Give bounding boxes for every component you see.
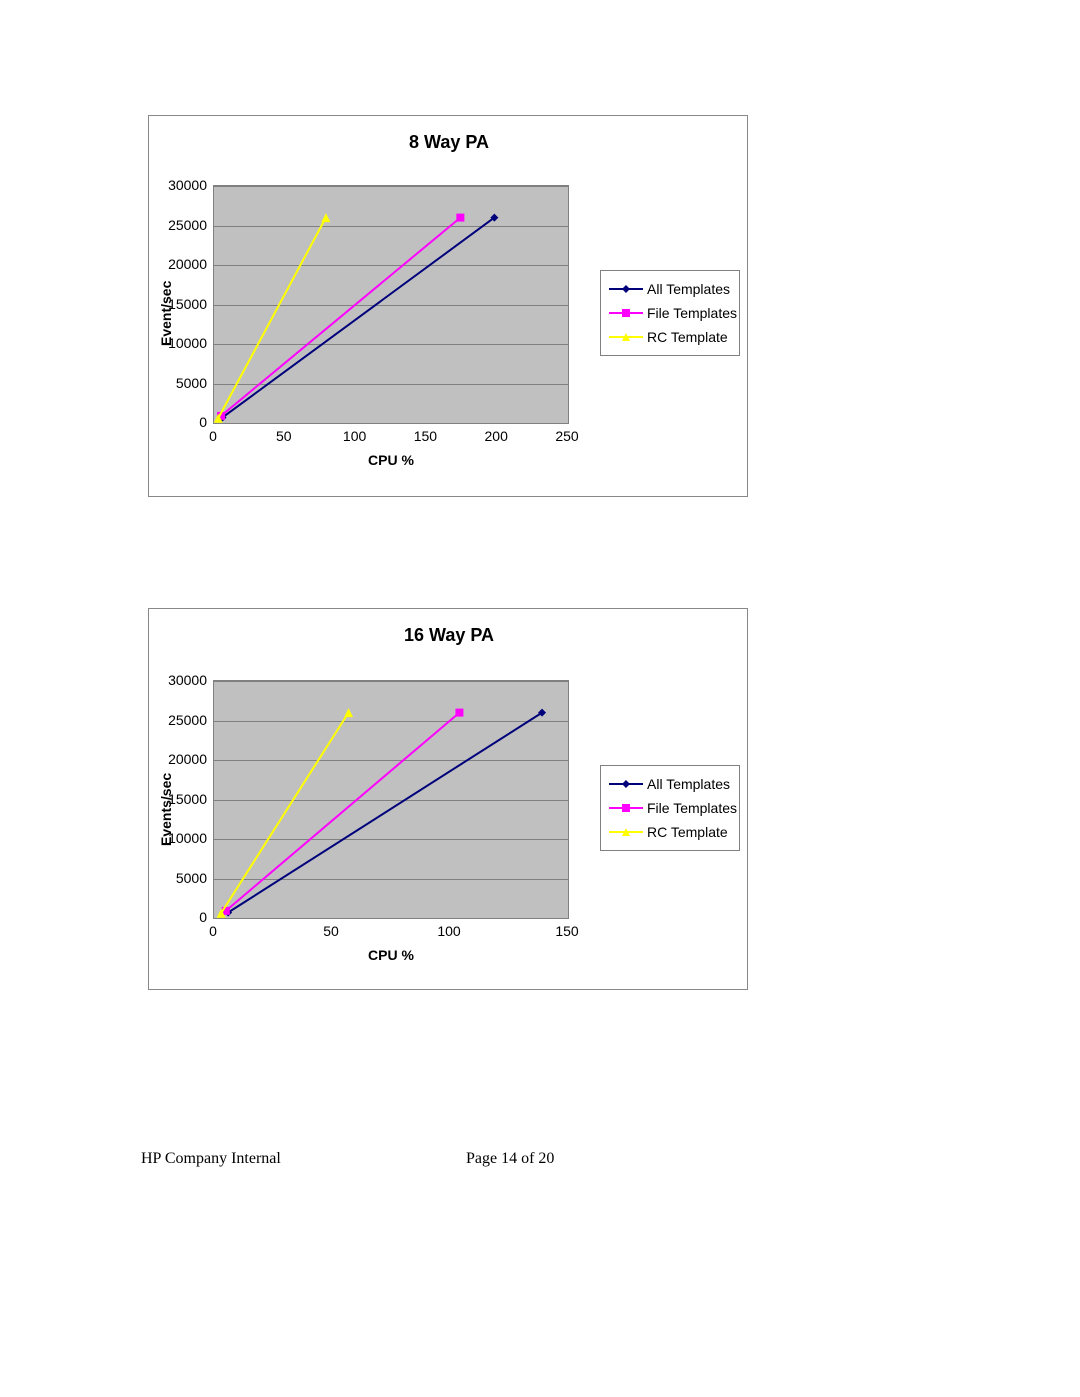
y-tick-label: 30000 — [168, 177, 207, 193]
x-axis-title: CPU % — [213, 947, 569, 963]
legend-label: File Templates — [647, 800, 737, 816]
x-tick-label: 250 — [547, 428, 587, 444]
footer-center: Page 14 of 20 — [466, 1150, 554, 1168]
legend-label: All Templates — [647, 776, 730, 792]
legend-swatch — [609, 305, 643, 321]
legend-item: All Templates — [609, 277, 731, 301]
plot-area-16-way — [213, 680, 569, 919]
legend-label: RC Template — [647, 329, 728, 345]
plot-area-8-way — [213, 185, 569, 424]
chart-series — [214, 681, 568, 918]
legend-16-way: All Templates File Templates RC Template — [600, 765, 740, 851]
legend-8-way: All Templates File Templates RC Template — [600, 270, 740, 356]
y-tick-label: 10000 — [168, 335, 207, 351]
chart-title: 16 Way PA — [149, 625, 749, 646]
y-tick-label: 20000 — [168, 751, 207, 767]
x-tick-label: 200 — [476, 428, 516, 444]
legend-swatch — [609, 824, 643, 840]
x-tick-label: 50 — [311, 923, 351, 939]
y-tick-label: 25000 — [168, 217, 207, 233]
x-tick-label: 150 — [547, 923, 587, 939]
legend-item: File Templates — [609, 301, 731, 325]
legend-swatch — [609, 800, 643, 816]
y-tick-label: 25000 — [168, 712, 207, 728]
legend-swatch — [609, 776, 643, 792]
x-tick-label: 100 — [335, 428, 375, 444]
legend-item: All Templates — [609, 772, 731, 796]
y-tick-label: 5000 — [176, 375, 207, 391]
legend-item: File Templates — [609, 796, 731, 820]
chart-title: 8 Way PA — [149, 132, 749, 153]
chart-series — [214, 186, 568, 423]
footer-left: HP Company Internal — [141, 1150, 281, 1168]
y-tick-label: 15000 — [168, 296, 207, 312]
x-tick-label: 0 — [193, 428, 233, 444]
y-tick-label: 30000 — [168, 672, 207, 688]
document-page: 8 Way PA Event/sec CPU % All TemplatesFi… — [0, 0, 1080, 1397]
x-tick-label: 0 — [193, 923, 233, 939]
legend-label: File Templates — [647, 305, 737, 321]
y-tick-label: 15000 — [168, 791, 207, 807]
y-tick-label: 20000 — [168, 256, 207, 272]
legend-item: RC Template — [609, 325, 731, 349]
legend-label: RC Template — [647, 824, 728, 840]
legend-item: RC Template — [609, 820, 731, 844]
x-tick-label: 150 — [405, 428, 445, 444]
legend-swatch — [609, 281, 643, 297]
y-tick-label: 10000 — [168, 830, 207, 846]
x-tick-label: 50 — [264, 428, 304, 444]
legend-label: All Templates — [647, 281, 730, 297]
y-tick-label: 5000 — [176, 870, 207, 886]
legend-swatch — [609, 329, 643, 345]
x-tick-label: 100 — [429, 923, 469, 939]
x-axis-title: CPU % — [213, 452, 569, 468]
